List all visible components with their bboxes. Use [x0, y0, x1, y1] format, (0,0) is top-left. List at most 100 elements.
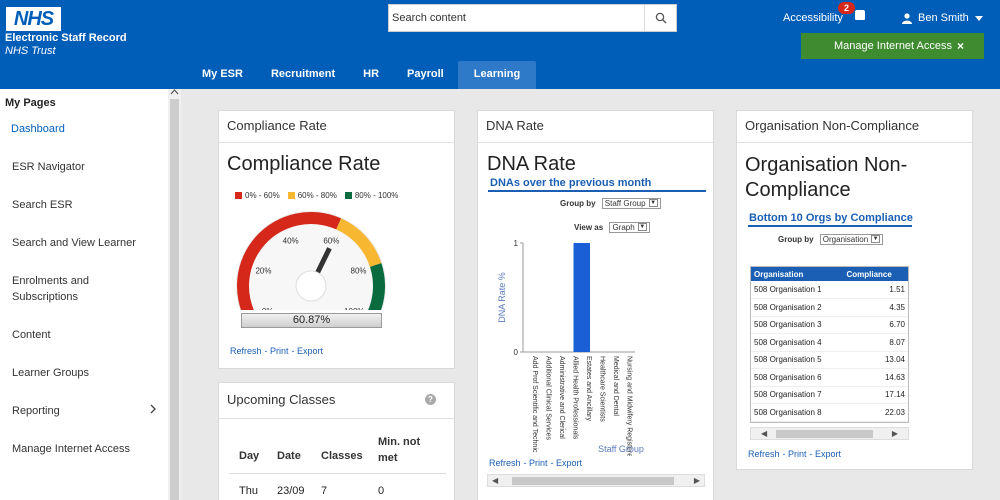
table-row[interactable]: 508 Organisation 2 4.35 [751, 298, 908, 317]
chevron-down-icon: ▼ [871, 235, 881, 243]
scroll-right-icon[interactable]: ▶ [891, 429, 898, 438]
refresh-link[interactable]: Refresh [230, 346, 262, 356]
gauge-tick-label: 60% [323, 236, 339, 245]
dna-horizontal-scrollbar[interactable]: ◀ ▶ [487, 474, 705, 487]
sidebar-item-reporting[interactable]: Reporting [0, 403, 168, 419]
gauge-band-amber [336, 218, 382, 267]
notification-icon[interactable] [855, 10, 865, 20]
search-icon [655, 12, 666, 24]
x-tick-label: Allied Health Professionals [572, 356, 579, 440]
sidebar-item-learner-groups[interactable]: Learner Groups [12, 367, 90, 379]
tab-hr[interactable]: HR [363, 68, 380, 80]
sidebar-item-enrolments[interactable]: Enrolments and Subscriptions [12, 275, 90, 303]
org-compliance-cell: 17.14 [843, 386, 908, 404]
view-as-select[interactable]: Graph ▼ [609, 222, 650, 233]
sidebar-item-search-esr[interactable]: Search ESR [12, 199, 73, 211]
dna-card-title: DNA Rate [478, 111, 713, 143]
banner-close-button[interactable]: × [956, 39, 964, 53]
dna-bar-chart: 0 1 DNA Rate % Add Prof Scientific and Tech… [497, 239, 644, 456]
y-axis-label: DNA Rate % [497, 272, 507, 323]
gauge-band-red [237, 212, 342, 310]
print-link[interactable]: - Print [782, 449, 807, 459]
legend-item-green: 80% - 100% [344, 191, 398, 200]
gauge-inner-face [249, 224, 373, 310]
group-by-select[interactable]: Staff Group ▼ [601, 198, 661, 209]
sidebar: My Pages Dashboard ESR Navigator Search … [0, 89, 168, 500]
org-big-title-line2: Compliance [745, 179, 851, 201]
compliance-big-title: Compliance Rate [227, 153, 381, 175]
group-by-label: Group by [560, 199, 596, 208]
x-tick-label: Nursing and Midwifery Registered [626, 356, 633, 456]
org-big-title-line1: Organisation Non- [745, 154, 908, 176]
org-compliance-cell: 22.03 [843, 403, 908, 422]
tab-learning[interactable]: Learning [457, 61, 537, 89]
refresh-link[interactable]: Refresh [748, 449, 780, 459]
print-link[interactable]: - Print [523, 458, 548, 468]
column-header-date: Date [277, 450, 301, 462]
search-button[interactable] [644, 5, 676, 31]
gauge-tick-label: 80% [351, 267, 367, 276]
table-row[interactable]: 508 Organisation 7 17.14 [751, 386, 908, 404]
table-row[interactable]: 508 Organisation 6 14.63 [751, 368, 908, 387]
compliance-value: 60.87% [241, 313, 382, 328]
manage-internet-access-banner[interactable]: Manage Internet Access × [801, 33, 984, 59]
gauge-hub [295, 270, 327, 302]
column-header-organisation[interactable]: Organisation [751, 267, 844, 281]
table-row[interactable]: 508 Organisation 8 22.03 [751, 403, 908, 422]
org-group-by-select[interactable]: Organisation ▼ [819, 234, 884, 245]
dna-scroll-thumb[interactable] [512, 477, 674, 485]
print-link[interactable]: - Print [264, 346, 289, 356]
org-name-cell: 508 Organisation 8 [751, 403, 844, 422]
group-by-label: Group by [778, 235, 814, 244]
sidebar-scrollbar[interactable] [168, 89, 181, 500]
table-divider [229, 473, 446, 474]
column-header-compliance[interactable]: Compliance [843, 267, 908, 281]
scroll-left-icon[interactable]: ◀ [761, 429, 768, 438]
app-header: NHS Electronic Staff Record NHS Trust Ac… [0, 0, 1000, 89]
main-nav: My ESR Recruitment HR Payroll Learning [188, 61, 537, 89]
export-link[interactable]: - Export [291, 346, 324, 356]
sidebar-item-esr-navigator[interactable]: ESR Navigator [12, 161, 85, 173]
sidebar-scroll-thumb[interactable] [170, 99, 179, 500]
y-tick-label: 0 [514, 348, 519, 357]
sidebar-item-search-view-learner[interactable]: Search and View Learner [12, 237, 136, 249]
chevron-down-icon: ▼ [648, 199, 658, 207]
org-compliance-cell: 1.51 [843, 281, 908, 299]
table-row[interactable]: 508 Organisation 1 1.51 [751, 281, 908, 299]
tab-payroll[interactable]: Payroll [407, 68, 444, 80]
y-tick-label: 1 [514, 239, 519, 248]
bar-3 [573, 243, 590, 352]
sidebar-item-content[interactable]: Content [12, 329, 51, 341]
view-as-label: View as [574, 223, 604, 232]
tab-my-esr[interactable]: My ESR [202, 68, 243, 80]
app-title: Electronic Staff Record [5, 32, 127, 44]
search-input[interactable] [389, 5, 639, 31]
user-menu[interactable]: Ben Smith [902, 12, 983, 24]
dna-subheading-rule [488, 190, 706, 192]
dna-view-as: View as Graph ▼ [574, 222, 650, 233]
org-horizontal-scrollbar[interactable]: ◀ ▶ [750, 427, 909, 440]
org-scroll-thumb[interactable] [776, 430, 873, 438]
sidebar-item-dashboard[interactable]: Dashboard [11, 123, 65, 135]
table-row[interactable]: 508 Organisation 4 8.07 [751, 333, 908, 352]
export-link[interactable]: - Export [550, 458, 583, 468]
org-card-title: Organisation Non-Compliance [737, 111, 972, 143]
org-compliance-cell: 14.63 [843, 368, 908, 387]
refresh-link[interactable]: Refresh [489, 458, 521, 468]
user-icon [902, 12, 912, 24]
scroll-right-icon[interactable]: ▶ [693, 476, 700, 485]
accessibility-link[interactable]: Accessibility [783, 12, 843, 24]
table-row[interactable]: 508 Organisation 5 13.04 [751, 351, 908, 369]
export-link[interactable]: - Export [809, 449, 842, 459]
table-row[interactable]: 508 Organisation 3 6.70 [751, 316, 908, 334]
org-compliance-cell: 4.35 [843, 298, 908, 317]
dna-big-title: DNA Rate [487, 153, 576, 175]
x-tick-label: Estates and Ancillary [585, 356, 592, 421]
scroll-up-icon[interactable] [170, 89, 179, 95]
sidebar-item-manage-internet-access[interactable]: Manage Internet Access [12, 443, 131, 455]
nhs-logo[interactable]: NHS [6, 7, 61, 31]
scroll-left-icon[interactable]: ◀ [492, 476, 499, 485]
help-icon[interactable]: ? [425, 394, 436, 405]
x-axis-label: Staff Group [598, 444, 644, 454]
tab-recruitment[interactable]: Recruitment [270, 68, 336, 80]
